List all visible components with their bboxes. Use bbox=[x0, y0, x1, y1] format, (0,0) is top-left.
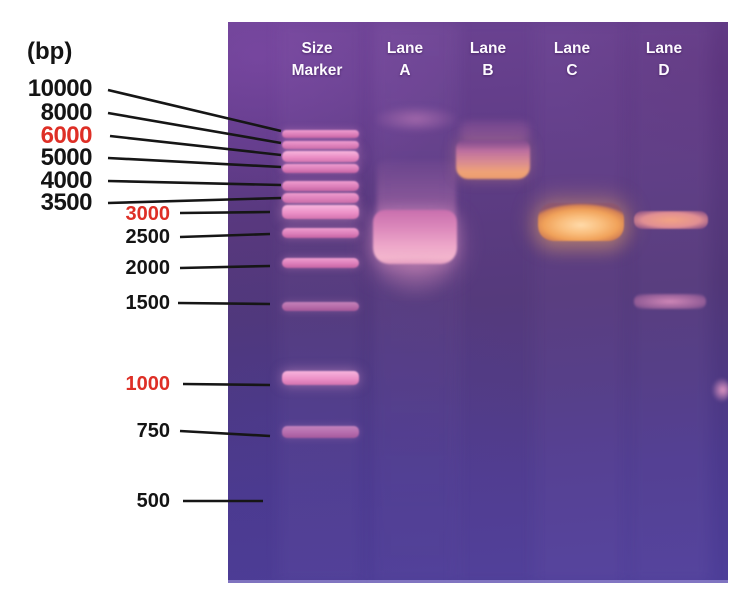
lane-header-b: Lane B bbox=[440, 38, 536, 82]
lane-b-bright-band bbox=[456, 140, 530, 179]
marker-band-10000 bbox=[282, 130, 359, 138]
lane-d-upper-band bbox=[634, 211, 708, 229]
marker-band-3500 bbox=[282, 193, 359, 203]
lane-b-streak bbox=[454, 22, 534, 583]
marker-band-5000 bbox=[282, 164, 359, 173]
lane-b-haze bbox=[460, 122, 530, 142]
lane-d-lower-band bbox=[634, 294, 706, 309]
lane-header-d: Lane D bbox=[616, 38, 712, 82]
size-label-10000: 10000 bbox=[27, 75, 93, 102]
lane-a-band-glow bbox=[378, 262, 453, 300]
lane-header-line1: Lane bbox=[645, 40, 683, 57]
lane-header-a: Lane A bbox=[357, 38, 453, 82]
size-label-4000: 4000 bbox=[40, 167, 93, 194]
size-label-2000: 2000 bbox=[125, 257, 171, 279]
marker-band-6000 bbox=[282, 151, 359, 162]
size-label-8000: 8000 bbox=[40, 99, 93, 126]
marker-band-2000 bbox=[282, 258, 359, 268]
gel-edge-spot bbox=[712, 378, 728, 402]
marker-band-2500 bbox=[282, 228, 359, 238]
lane-header-line2: D bbox=[658, 62, 670, 79]
marker-band-4000 bbox=[282, 181, 359, 191]
lane-c-bright-band bbox=[538, 203, 624, 241]
lane-a-bright-band bbox=[373, 210, 457, 264]
lane-header-line1: Lane bbox=[386, 40, 424, 57]
size-label-5000: 5000 bbox=[40, 144, 93, 171]
size-label-3000: 3000 bbox=[125, 203, 171, 225]
lane-header-line2: Marker bbox=[291, 62, 343, 79]
gel-photo: Size Marker Lane A Lane B Lane C Lane D bbox=[228, 22, 728, 583]
size-label-750: 750 bbox=[136, 420, 170, 442]
lane-header-size-marker: Size Marker bbox=[269, 38, 365, 82]
size-label-3500: 3500 bbox=[40, 189, 93, 216]
lane-header-c: Lane C bbox=[524, 38, 620, 82]
size-label-6000: 6000 bbox=[40, 122, 93, 149]
size-label-1500: 1500 bbox=[125, 292, 171, 314]
lane-header-line1: Lane bbox=[469, 40, 507, 57]
marker-band-1000 bbox=[282, 371, 359, 385]
lane-header-line2: B bbox=[482, 62, 494, 79]
bp-unit-label: (bp) bbox=[27, 38, 73, 65]
marker-band-750 bbox=[282, 426, 359, 438]
size-label-1000: 1000 bbox=[125, 373, 171, 395]
marker-band-1500 bbox=[282, 302, 359, 311]
size-label-500: 500 bbox=[136, 490, 170, 512]
lane-a-streak bbox=[372, 22, 458, 583]
size-label-2500: 2500 bbox=[125, 226, 171, 248]
lane-header-line2: A bbox=[399, 62, 411, 79]
marker-band-3000 bbox=[282, 205, 359, 219]
lane-a-faint-upper-band bbox=[375, 106, 457, 132]
lane-header-line2: C bbox=[566, 62, 578, 79]
lane-header-line1: Lane bbox=[553, 40, 591, 57]
marker-band-8000 bbox=[282, 141, 359, 149]
lane-c-streak bbox=[534, 22, 626, 583]
lane-header-line1: Size bbox=[301, 40, 333, 57]
